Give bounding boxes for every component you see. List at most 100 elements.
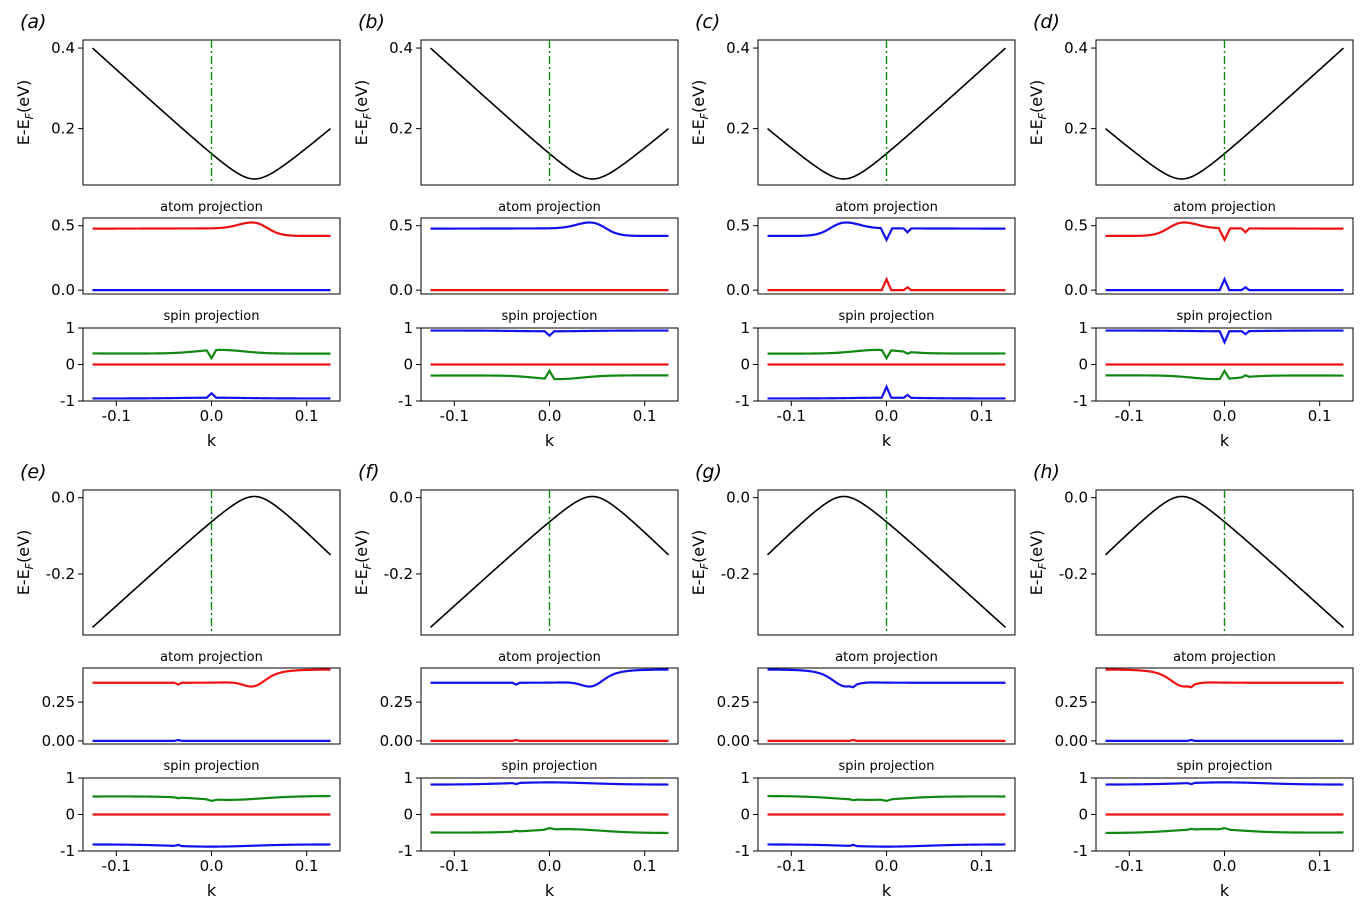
xtick-label: 0.0	[1213, 857, 1237, 875]
band-ytick-label: 0.4	[726, 39, 750, 57]
panel-label: (f)	[358, 461, 380, 483]
ylabel-unit: (eV)	[1027, 530, 1046, 563]
x-axis-label: k	[882, 431, 892, 450]
band-ytick-label: 0.4	[51, 39, 75, 57]
atom-projection-title: atom projection	[1173, 200, 1276, 215]
ylabel-unit: (eV)	[352, 80, 371, 113]
spin-green-line	[767, 794, 1006, 803]
xtick-label: 0.0	[1213, 407, 1237, 425]
xtick-label: 0.0	[875, 857, 899, 875]
band-curve	[766, 495, 1007, 628]
atom-secondary-line	[430, 738, 669, 743]
xtick-label: 0.1	[295, 407, 319, 425]
band-ytick-label: 0.0	[726, 489, 750, 507]
xtick-label: 0.0	[538, 407, 562, 425]
band-ylabel: E-EF(eV)	[689, 80, 711, 146]
atom-ytick-label: 0.0	[1064, 281, 1088, 299]
spin-blue-line	[92, 391, 331, 400]
ylabel-main: E-E	[352, 569, 371, 595]
band-ylabel: E-EF(eV)	[689, 530, 711, 596]
spin-projection-title: spin projection	[164, 759, 260, 774]
atom-axes	[420, 667, 679, 745]
atom-axes	[1095, 667, 1354, 745]
xtick-label: 0.1	[633, 857, 657, 875]
atom-primary-line	[92, 221, 331, 238]
atom-ytick-label: 0.0	[389, 281, 413, 299]
band-curve	[1104, 495, 1345, 628]
spin-projection-title: spin projection	[1177, 759, 1273, 774]
spin-ytick-label: 1	[1078, 769, 1088, 787]
band-ytick-label: 0.2	[51, 120, 75, 138]
band-ytick-label: -0.2	[384, 565, 413, 583]
spin-projection-title: spin projection	[839, 309, 935, 324]
spin-ytick-label: 1	[65, 769, 75, 787]
atom-primary-line	[430, 668, 669, 688]
band-curve	[429, 495, 670, 628]
atom-axes	[82, 217, 341, 295]
atom-axes	[1095, 217, 1354, 295]
spin-blue-line	[430, 781, 669, 786]
atom-ytick-label: 0.5	[51, 217, 75, 235]
atom-ytick-label: 0.25	[717, 693, 750, 711]
ylabel-unit: (eV)	[14, 80, 33, 113]
spin-green-line	[1105, 826, 1344, 835]
atom-primary-line	[767, 221, 1006, 243]
atom-primary-line	[92, 668, 331, 688]
ylabel-unit: (eV)	[689, 530, 708, 563]
spin-green-line	[430, 826, 669, 835]
spin-blue-line	[92, 843, 331, 848]
atom-ytick-label: 0.25	[1055, 693, 1088, 711]
xtick-label: -0.1	[777, 857, 806, 875]
atom-projection-title: atom projection	[160, 200, 263, 215]
x-axis-label: k	[882, 881, 892, 900]
band-ytick-label: -0.2	[46, 565, 75, 583]
spin-ytick-label: -1	[1073, 392, 1088, 410]
atom-ytick-label: 0.00	[380, 732, 413, 750]
spin-projection-title: spin projection	[839, 759, 935, 774]
band-curve	[91, 495, 332, 628]
ylabel-subscript: F	[23, 112, 36, 119]
spin-ytick-label: 1	[740, 319, 750, 337]
ylabel-unit: (eV)	[14, 530, 33, 563]
spin-projection-title: spin projection	[502, 759, 598, 774]
xtick-label: -0.1	[102, 407, 131, 425]
xtick-label: -0.1	[440, 857, 469, 875]
spin-ytick-label: -1	[735, 392, 750, 410]
atom-secondary-line	[1105, 276, 1344, 292]
ylabel-subscript: F	[698, 112, 711, 119]
xtick-label: 0.1	[970, 407, 994, 425]
spin-ytick-label: 0	[740, 806, 750, 824]
spin-projection-title: spin projection	[164, 309, 260, 324]
subplot-g: (g)-0.20.0E-EF(eV)atom projection0.000.2…	[689, 461, 1016, 900]
x-axis-label: k	[545, 431, 555, 450]
ylabel-subscript: F	[1036, 112, 1049, 119]
atom-ytick-label: 0.00	[1055, 732, 1088, 750]
x-axis-label: k	[545, 881, 555, 900]
panel-label: (g)	[695, 461, 722, 483]
atom-secondary-line	[767, 276, 1006, 292]
spin-green-line	[430, 368, 669, 381]
spin-ytick-label: 0	[65, 356, 75, 374]
subplot-b: (b) 0.2 0.4 E-EF(eV) atom projection 0.0 0.5 sp…	[352, 11, 679, 450]
spin-projection-title: spin projection	[502, 309, 598, 324]
ylabel-subscript: F	[361, 112, 374, 119]
ylabel-subscript: F	[23, 562, 36, 569]
atom-projection-title: atom projection	[835, 200, 938, 215]
xtick-label: 0.0	[200, 407, 224, 425]
subplot-a: (a) 0.2 0.4 E-EF(eV) atom projection 0.0 0.5 sp…	[14, 11, 341, 450]
xtick-label: 0.1	[1308, 407, 1332, 425]
ylabel-unit: (eV)	[689, 80, 708, 113]
spin-ytick-label: 0	[1078, 356, 1088, 374]
spin-ytick-label: 1	[740, 769, 750, 787]
ylabel-main: E-E	[1027, 569, 1046, 595]
xtick-label: 0.0	[875, 407, 899, 425]
band-ytick-label: -0.2	[721, 565, 750, 583]
atom-ytick-label: 0.00	[717, 732, 750, 750]
spin-green-line	[92, 794, 331, 803]
ylabel-main: E-E	[1027, 119, 1046, 145]
xtick-label: 0.1	[633, 407, 657, 425]
xtick-label: 0.0	[200, 857, 224, 875]
x-axis-label: k	[207, 881, 217, 900]
atom-ytick-label: 0.0	[51, 281, 75, 299]
band-ytick-label: 0.0	[1064, 489, 1088, 507]
